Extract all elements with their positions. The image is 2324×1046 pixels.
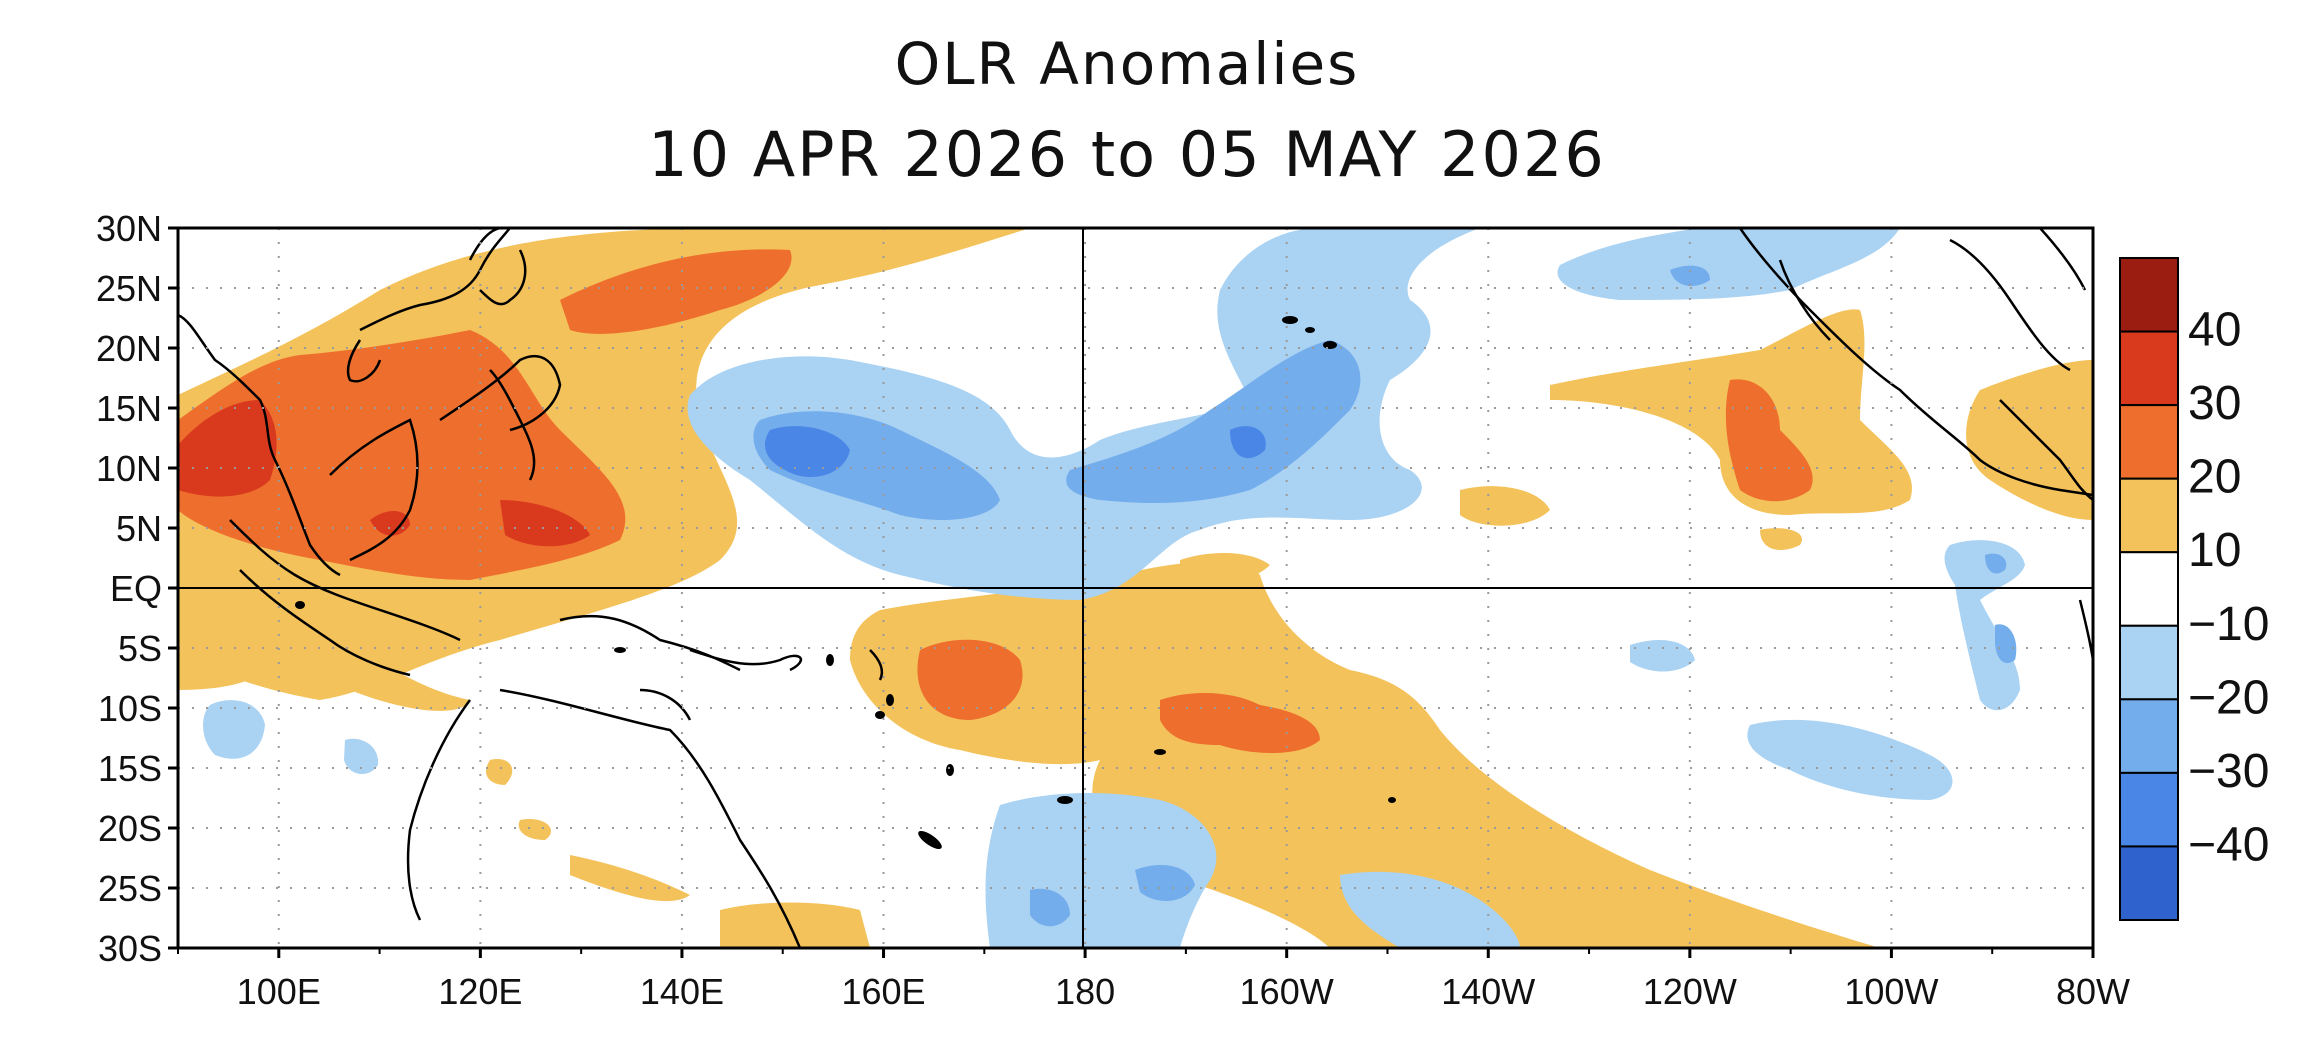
- positive-anomaly-30-40: [178, 400, 590, 547]
- lat-label: 30N: [96, 208, 162, 249]
- lon-label: 80W: [2056, 971, 2130, 1012]
- lon-label: 180: [1055, 971, 1115, 1012]
- lat-label: 10N: [96, 448, 162, 489]
- lon-label: 140E: [640, 971, 724, 1012]
- lat-label: 20S: [98, 808, 162, 849]
- lat-label: 15N: [96, 388, 162, 429]
- lat-label: EQ: [110, 568, 162, 609]
- colorbar-swatch: [2119, 845, 2179, 922]
- lon-label: 120W: [1643, 971, 1737, 1012]
- lon-label: 120E: [438, 971, 522, 1012]
- colorbar-swatch: [2119, 257, 2179, 333]
- colorbar-label: −20: [2188, 671, 2269, 724]
- map-subtitle: 10 APR 2026 to 05 MAY 2026: [648, 118, 1606, 191]
- longitude-axis: 100E 120E 140E 160E 180 160W 140W 120W 100W 80W: [177, 948, 2130, 1012]
- lat-label: 25N: [96, 268, 162, 309]
- latitude-axis: 30N 25N 20N 15N 10N 5N EQ 5S 10S 15S 20S 25S 30S: [96, 208, 178, 969]
- map-title: OLR Anomalies: [894, 30, 1360, 98]
- lat-label: 20N: [96, 328, 162, 369]
- colorbar-swatch: [2119, 404, 2179, 480]
- lat-label: 10S: [98, 688, 162, 729]
- colorbar-label: 30: [2188, 377, 2241, 430]
- lon-label: 140W: [1441, 971, 1535, 1012]
- islands: [295, 316, 1396, 850]
- anomaly-field: [178, 228, 2093, 948]
- lon-label: 100E: [237, 971, 321, 1012]
- coastlines: [178, 228, 2093, 948]
- lon-label: 100W: [1844, 971, 1938, 1012]
- lon-label: 160W: [1240, 971, 1334, 1012]
- colorbar-label: −40: [2188, 818, 2269, 871]
- colorbar-swatch: [2119, 330, 2179, 407]
- colorbar-label: −10: [2188, 598, 2269, 651]
- lat-label: 5S: [118, 628, 162, 669]
- colorbar-label: 40: [2188, 304, 2241, 357]
- lat-label: 15S: [98, 748, 162, 789]
- colorbar-swatch: [2119, 698, 2179, 774]
- colorbar: 40 30 20 10 −10 −20 −30 −40: [2119, 257, 2269, 922]
- negative-anomaly-30-40: [765, 426, 1266, 478]
- colorbar-label: 10: [2188, 524, 2241, 577]
- colorbar-swatch: [2119, 771, 2179, 848]
- colorbar-label: 20: [2188, 451, 2241, 504]
- lat-label: 5N: [116, 508, 162, 549]
- colorbar-label: −30: [2188, 745, 2269, 798]
- colorbar-swatch: [2119, 624, 2179, 701]
- colorbar-swatch: [2119, 477, 2179, 554]
- lon-label: 160E: [841, 971, 925, 1012]
- lat-label: 25S: [98, 868, 162, 909]
- colorbar-swatch: [2119, 551, 2179, 627]
- lat-label: 30S: [98, 928, 162, 969]
